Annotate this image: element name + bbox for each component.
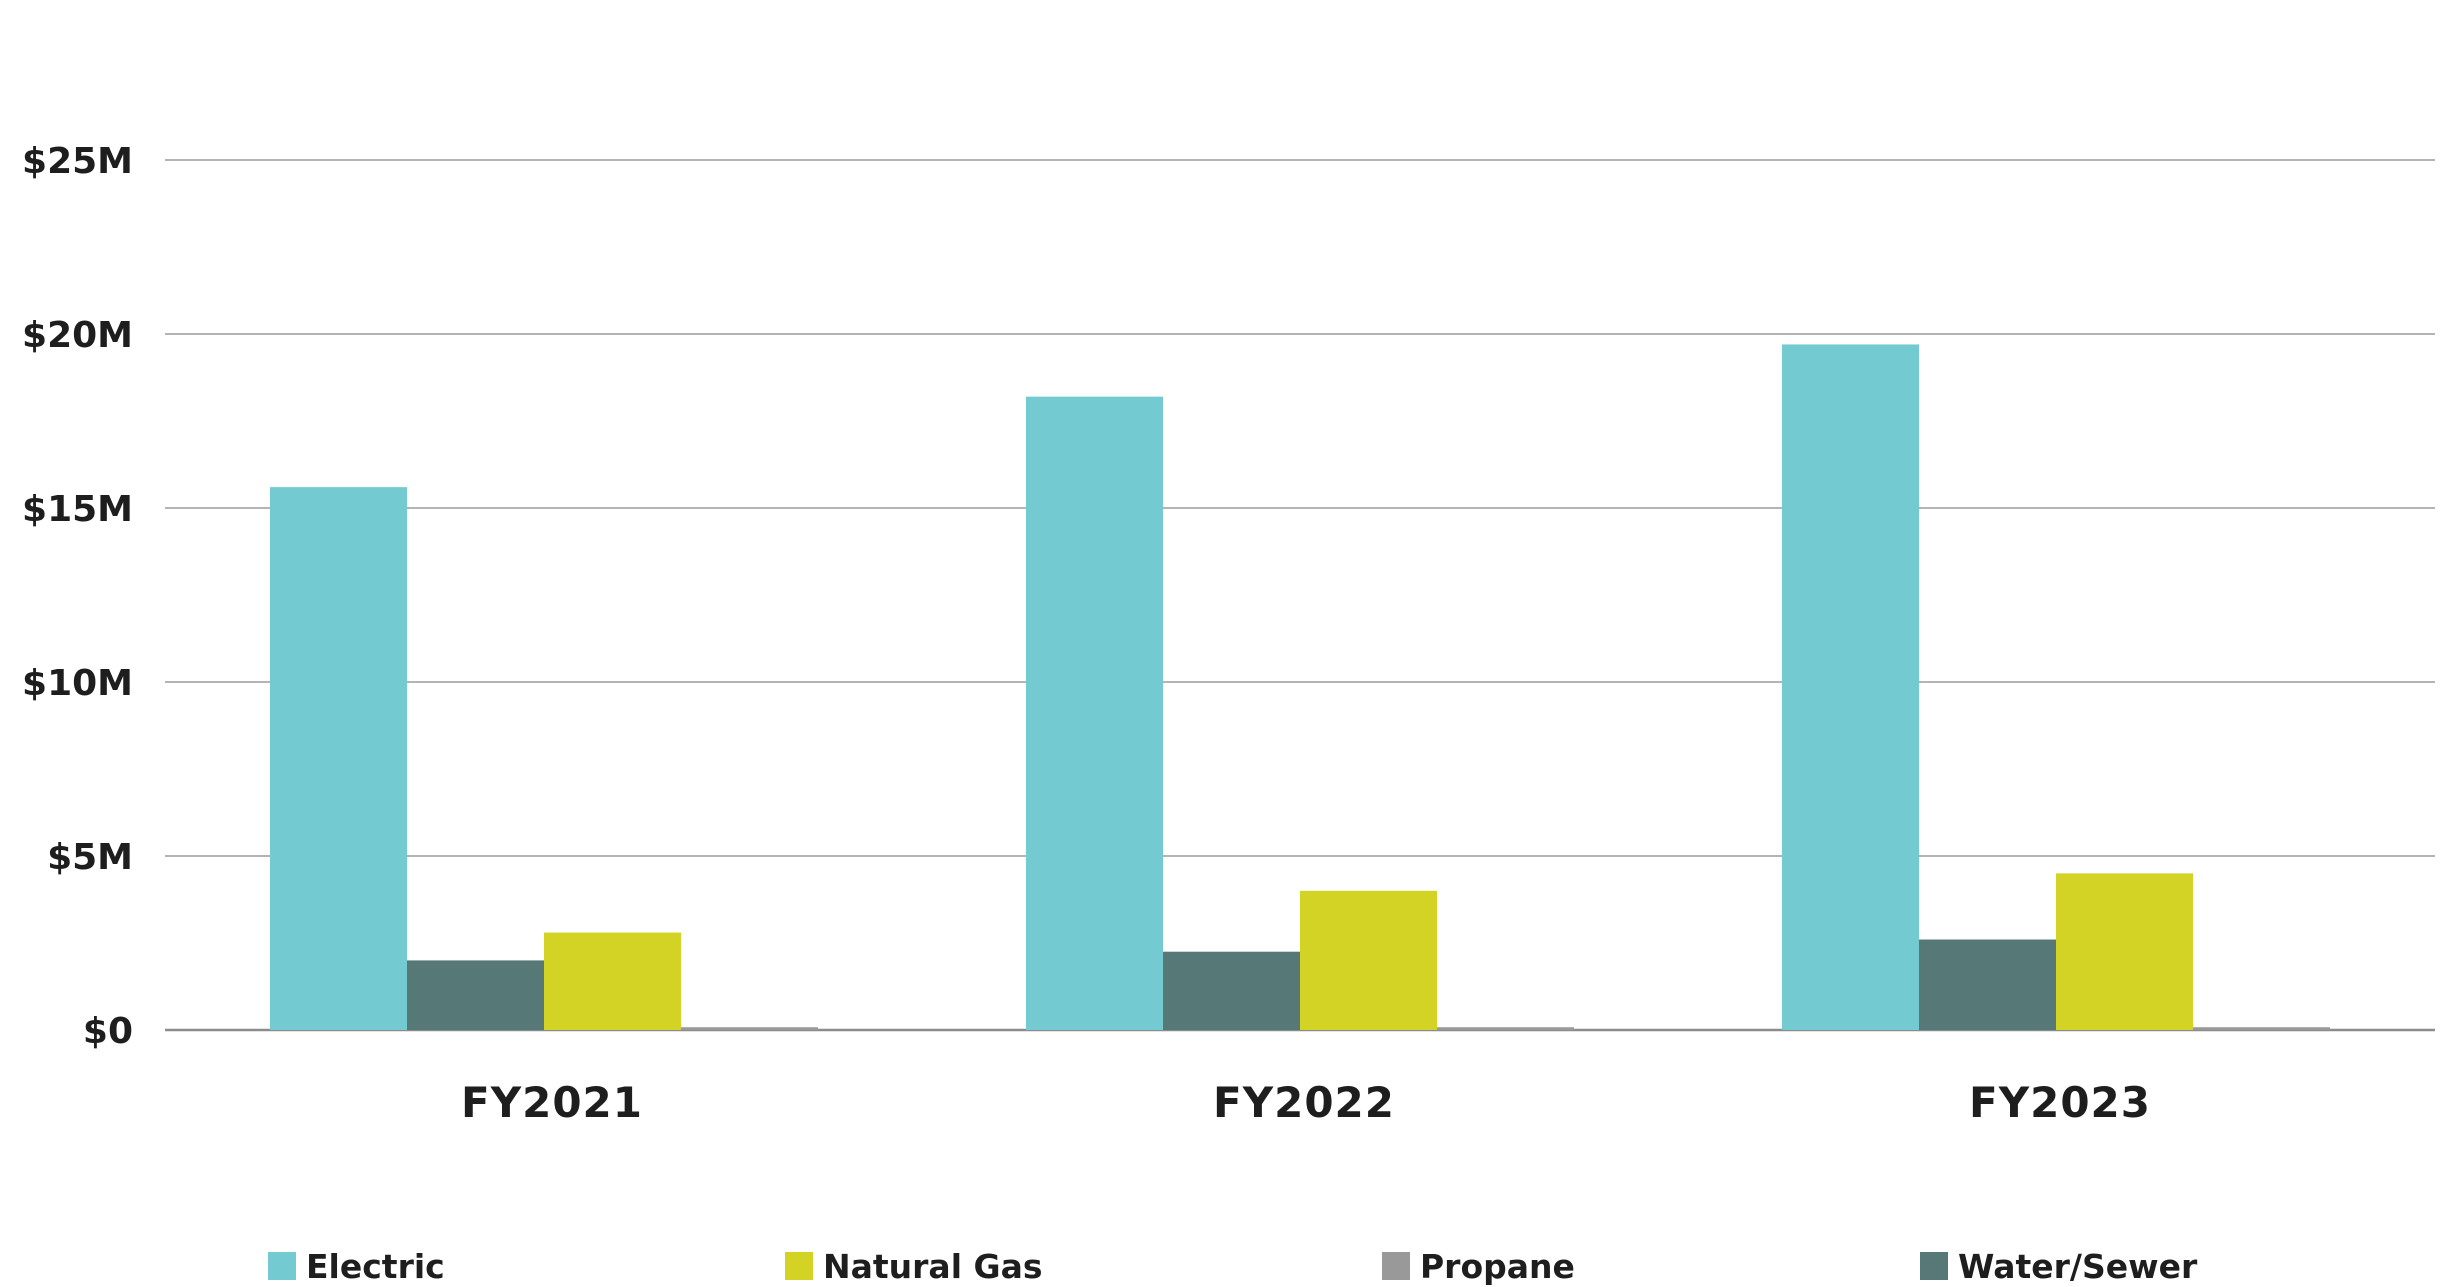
- y-tick-label: $10M: [22, 663, 133, 704]
- legend-swatch: [1382, 1252, 1410, 1280]
- y-tick-label: $20M: [22, 315, 133, 356]
- x-tick-label: FY2022: [1213, 1078, 1395, 1127]
- bar-natural-gas-fy2022: [1300, 890, 1437, 1030]
- legend-swatch: [785, 1252, 813, 1280]
- y-tick-label: $15M: [22, 489, 133, 530]
- x-tick-label: FY2023: [1969, 1078, 2151, 1127]
- bar-propane-fy2021: [681, 1027, 818, 1030]
- x-axis-ticks: FY2021 FY2022 FY2023: [461, 1078, 2151, 1127]
- bar-natural-gas-fy2021: [544, 932, 681, 1030]
- bar-natural-gas-fy2023: [2056, 873, 2193, 1030]
- bar-propane-fy2022: [1437, 1027, 1574, 1030]
- legend-label: Propane: [1420, 1247, 1575, 1286]
- y-tick-label: $25M: [22, 141, 133, 182]
- bar-electric-fy2022: [1026, 396, 1163, 1030]
- bar-electric-fy2021: [270, 487, 407, 1030]
- bar-electric-fy2023: [1782, 344, 1919, 1030]
- x-tick-label: FY2021: [461, 1078, 643, 1127]
- bar-water-sewer-fy2023: [1919, 939, 2056, 1030]
- legend-swatch: [268, 1252, 296, 1280]
- legend-swatch: [1920, 1252, 1948, 1280]
- bar-propane-fy2023: [2193, 1027, 2330, 1030]
- legend-label: Water/Sewer: [1958, 1247, 2198, 1286]
- y-tick-label: $5M: [47, 837, 133, 878]
- bar-water-sewer-fy2022: [1163, 951, 1300, 1030]
- legend-label: Electric: [306, 1247, 445, 1286]
- y-tick-label: $0: [83, 1011, 133, 1052]
- legend-label: Natural Gas: [823, 1247, 1043, 1286]
- bar-water-sewer-fy2021: [407, 960, 544, 1030]
- bars: [270, 344, 2330, 1030]
- legend: Electric Natural Gas Propane Water/Sewer: [268, 1247, 2198, 1286]
- y-axis-ticks: $0 $5M $10M $15M $20M $25M: [22, 141, 133, 1052]
